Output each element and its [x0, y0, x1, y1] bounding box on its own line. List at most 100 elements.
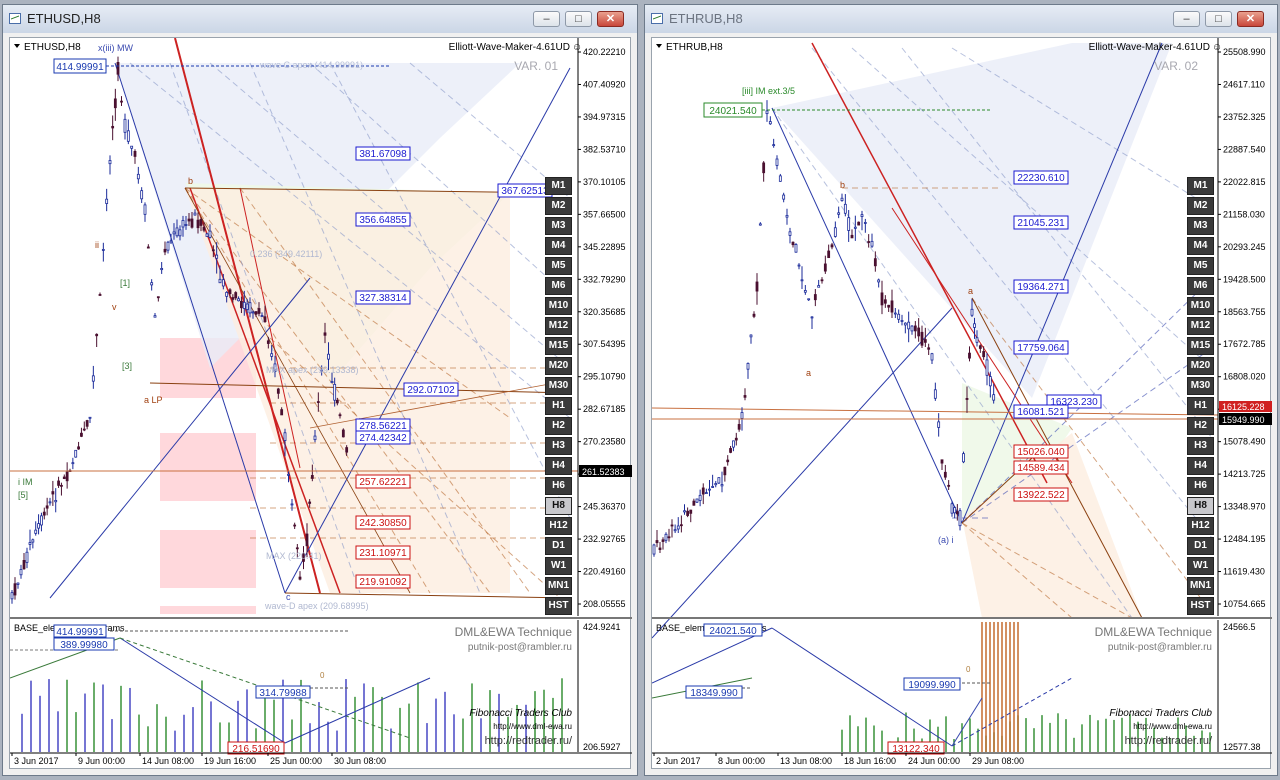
timeframe-button-m10[interactable]: M10: [1187, 297, 1214, 315]
candle: [225, 292, 229, 297]
candle: [985, 359, 989, 376]
candle: [140, 190, 144, 200]
price-tick-label: 21158.030: [1223, 209, 1265, 219]
indicator-name: Elliott-Wave-Maker-4.61UD: [1089, 42, 1210, 53]
timeframe-button-h3[interactable]: H3: [1187, 437, 1214, 455]
candle: [16, 582, 20, 585]
chart-area[interactable]: 381.67098 367.62513 356.64855 327.38314 292.…: [9, 37, 632, 770]
price-tick-label: 18563.755: [1223, 307, 1266, 317]
timeframe-button-h6[interactable]: H6: [545, 477, 572, 495]
wave-label: v: [112, 302, 117, 312]
timeframe-button-m5[interactable]: M5: [1187, 257, 1214, 275]
chart-area[interactable]: 22230.610 21045.231 19364.271 17759.064 1632…: [651, 37, 1272, 770]
timeframe-button-h1[interactable]: H1: [545, 397, 572, 415]
date-label: 13 Jun 08:00: [780, 756, 832, 766]
timeframe-button-hst[interactable]: HST: [545, 597, 572, 615]
timeframe-button-d1[interactable]: D1: [545, 537, 572, 555]
timeframe-button-m30[interactable]: M30: [1187, 377, 1214, 395]
candle: [153, 315, 157, 318]
minimize-button[interactable]: –: [1173, 11, 1200, 27]
timeframe-button-m20[interactable]: M20: [1187, 357, 1214, 375]
timeframe-button-m3[interactable]: M3: [1187, 217, 1214, 235]
candle: [88, 416, 92, 419]
timeframe-button-m6[interactable]: M6: [1187, 277, 1214, 295]
chart-window-ethusd[interactable]: ETHUSD,H8 – □ ✕ 381.67098 367.62513 356.64…: [2, 4, 638, 776]
candle: [108, 160, 112, 165]
chart-window-ethrub[interactable]: ETHRUB,H8 – □ ✕ 22230.610 21045.231 19364.…: [644, 4, 1278, 776]
timeframe-button-h1[interactable]: H1: [1187, 397, 1214, 415]
timeframe-button-m6[interactable]: M6: [545, 277, 572, 295]
timeframe-button-m2[interactable]: M2: [545, 197, 572, 215]
level-value: 22230.610: [1017, 173, 1065, 184]
timeframe-button-h6[interactable]: H6: [1187, 477, 1214, 495]
timeframe-button-h4[interactable]: H4: [1187, 457, 1214, 475]
timeframe-button-h8[interactable]: H8: [545, 497, 572, 515]
timeframe-button-h12[interactable]: H12: [1187, 517, 1214, 535]
price-tick-label: 232.92765: [583, 534, 626, 544]
candle: [714, 483, 718, 486]
timeframe-button-h2[interactable]: H2: [1187, 417, 1214, 435]
fib-label: 0.236 (349.42111): [250, 249, 322, 259]
timeframe-button-m15[interactable]: M15: [545, 337, 572, 355]
club-site: http://redtrader.ru/: [1125, 735, 1213, 747]
price-tick-label: 20293.245: [1223, 242, 1266, 252]
timeframe-button-m15[interactable]: M15: [1187, 337, 1214, 355]
sub-level-box: [887, 741, 945, 755]
price-tick-label: 394.97315: [583, 112, 626, 122]
price-tick-label: 332.79290: [583, 274, 626, 284]
candle: [77, 446, 80, 450]
timeframe-button-m2[interactable]: M2: [1187, 197, 1214, 215]
wave-label: [3]: [122, 361, 132, 371]
timeframe-button-h4[interactable]: H4: [545, 457, 572, 475]
timeframe-button-h12[interactable]: H12: [545, 517, 572, 535]
fib-fan-zone: [772, 43, 1172, 398]
level-value: 278.56221: [359, 421, 407, 432]
price-chart[interactable]: 22230.610 21045.231 19364.271 17759.064 1632…: [652, 38, 1272, 770]
candle: [903, 322, 907, 326]
timeframe-button-m30[interactable]: M30: [545, 377, 572, 395]
timeframe-button-m10[interactable]: M10: [545, 297, 572, 315]
timeframe-button-mn1[interactable]: MN1: [545, 577, 572, 595]
timeframe-button-m5[interactable]: M5: [545, 257, 572, 275]
timeframe-button-m4[interactable]: M4: [545, 237, 572, 255]
timeframe-button-h2[interactable]: H2: [545, 417, 572, 435]
candle: [242, 301, 246, 309]
timeframe-button-m1[interactable]: M1: [545, 177, 572, 195]
timeframe-button-d1[interactable]: D1: [1187, 537, 1214, 555]
timeframe-button-w1[interactable]: W1: [545, 557, 572, 575]
maximize-button[interactable]: □: [1205, 11, 1232, 27]
timeframe-button-mn1[interactable]: MN1: [1187, 577, 1214, 595]
timeframe-button-m4[interactable]: M4: [1187, 237, 1214, 255]
timeframe-button-m3[interactable]: M3: [545, 217, 572, 235]
timeframe-button-m1[interactable]: M1: [1187, 177, 1214, 195]
candle: [870, 240, 874, 247]
candle: [840, 197, 844, 201]
price-chart[interactable]: 381.67098 367.62513 356.64855 327.38314 292.…: [10, 38, 632, 770]
maximize-button[interactable]: □: [565, 11, 592, 27]
timeframe-button-m12[interactable]: M12: [1187, 317, 1214, 335]
level-box: [1013, 279, 1069, 294]
timeframe-button-hst[interactable]: HST: [1187, 597, 1214, 615]
close-button[interactable]: ✕: [597, 11, 624, 27]
window-titlebar[interactable]: ETHUSD,H8 – □ ✕: [3, 5, 637, 33]
candle: [308, 501, 312, 504]
candle: [266, 340, 270, 344]
candle: [150, 282, 154, 286]
candle: [22, 560, 26, 570]
candle: [298, 576, 302, 580]
minimize-button[interactable]: –: [533, 11, 560, 27]
level-value: 21045.231: [1017, 218, 1065, 229]
candle: [98, 294, 102, 296]
window-titlebar[interactable]: ETHRUB,H8 – □ ✕: [645, 5, 1277, 33]
timeframe-button-m12[interactable]: M12: [545, 317, 572, 335]
candle: [788, 231, 792, 236]
timeframe-button-w1[interactable]: W1: [1187, 557, 1214, 575]
candle: [320, 369, 324, 372]
candle: [91, 375, 95, 382]
candle: [169, 240, 173, 243]
candle: [833, 227, 837, 237]
timeframe-button-h3[interactable]: H3: [545, 437, 572, 455]
timeframe-button-m20[interactable]: M20: [545, 357, 572, 375]
close-button[interactable]: ✕: [1237, 11, 1264, 27]
timeframe-button-h8[interactable]: H8: [1187, 497, 1214, 515]
